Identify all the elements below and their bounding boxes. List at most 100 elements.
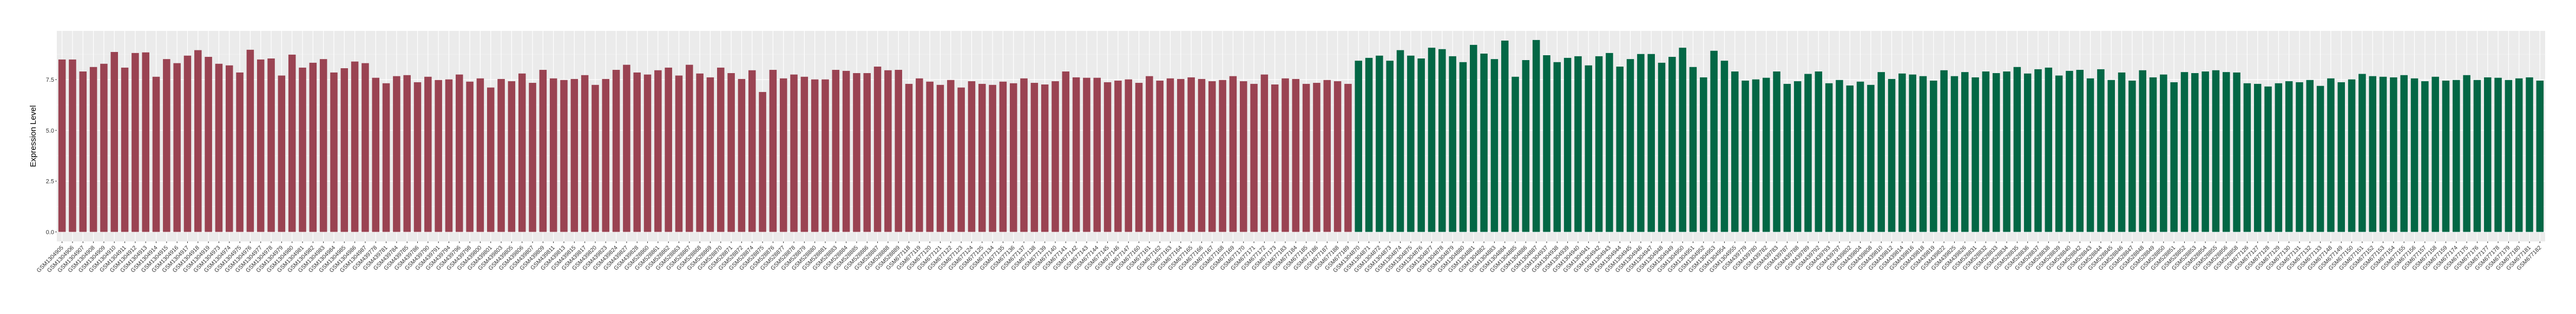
bar-GSM1304955 [1731, 71, 1739, 232]
bar-GSM1304982 [309, 62, 317, 232]
bar-GSM677132 [2306, 80, 2314, 232]
bar-GSM439818 [1919, 76, 1927, 232]
bar-GSM439788 [1793, 81, 1802, 232]
bar-GSM677187 [1323, 80, 1331, 232]
bar-GSM439827 [623, 64, 630, 232]
bar-GSM1304986 [351, 61, 359, 232]
bar-GSM528867 [686, 64, 693, 232]
bar-GSM439784 [393, 76, 400, 232]
bar-GSM677165 [1187, 77, 1195, 232]
bar-GSM677130 [2285, 81, 2293, 232]
bar-GSM677182 [2536, 80, 2544, 232]
bar-GSM439789 [1804, 74, 1812, 232]
bar-GSM677149 [2337, 82, 2345, 232]
bar-GSM677147 [1125, 79, 1132, 232]
bar-GSM677178 [2494, 77, 2502, 232]
bar-GSM677168 [1219, 80, 1226, 232]
bar-GSM677175 [2463, 75, 2470, 232]
bar-GSM1304907 [79, 71, 87, 232]
y-tick-label: 0.0 [46, 229, 54, 236]
bar-GSM439781 [382, 83, 390, 232]
bar-GSM439807 [529, 83, 536, 232]
bar-GSM528853 [2191, 73, 2199, 232]
bar-GSM677162 [1156, 80, 1164, 232]
bar-GSM677188 [1333, 81, 1342, 232]
bar-GSM677170 [1239, 81, 1247, 232]
bars [58, 40, 2544, 232]
bar-GSM1304879 [1449, 56, 1456, 232]
bar-GSM1304885 [1512, 76, 1519, 232]
bar-GSM677128 [2264, 86, 2272, 232]
bar-GSM528847 [2128, 80, 2136, 232]
bar-GSM528886 [863, 73, 871, 232]
bar-GSM439805 [508, 81, 516, 232]
bar-GSM677123 [957, 87, 965, 232]
bar-GSM528856 [2222, 72, 2230, 232]
bar-GSM439816 [1909, 74, 1916, 232]
bar-GSM677158 [2432, 76, 2439, 232]
bar-GSM677183 [1282, 78, 1289, 232]
bar-GSM1304981 [299, 67, 306, 232]
bar-GSM1304917 [183, 55, 192, 232]
bar-GSM677186 [1313, 83, 1320, 232]
bar-GSM528845 [2107, 80, 2115, 232]
bar-GSM677150 [2348, 79, 2356, 232]
bar-GSM1304873 [1386, 61, 1394, 232]
bar-GSM677131 [2296, 82, 2303, 232]
bar-GSM528839 [2055, 75, 2063, 232]
bar-GSM528836 [2023, 73, 2032, 232]
bar-GSM1304978 [267, 58, 275, 232]
bar-GSM439815 [570, 78, 579, 232]
bar-GSM677140 [1052, 81, 1059, 232]
bar-GSM528851 [2170, 82, 2178, 232]
bar-GSM439794 [445, 79, 453, 232]
bar-GSM677189 [1344, 83, 1352, 232]
bar-GSM439824 [612, 70, 620, 232]
bar-GSM1304871 [1365, 57, 1373, 232]
bar-GSM528884 [842, 70, 850, 232]
bar-GSM677127 [2253, 83, 2262, 232]
bar-GSM1304876 [1417, 58, 1425, 232]
bar-GSM1304954 [1720, 61, 1729, 232]
bar-GSM528854 [2202, 71, 2209, 232]
bar-GSM1304950 [1679, 48, 1686, 232]
bar-GSM1304910 [110, 52, 119, 232]
bar-GSM677163 [1166, 78, 1174, 232]
bar-GSM1304952 [1700, 77, 1707, 232]
bar-GSM1304912 [132, 53, 139, 232]
bar-GSM528848 [2139, 70, 2146, 232]
bar-GSM677180 [2515, 78, 2523, 232]
bar-GSM439819 [1930, 80, 1937, 232]
bar-GSM1304974 [226, 65, 233, 232]
bar-GSM677120 [926, 81, 934, 232]
bar-GSM1304951 [1689, 67, 1697, 232]
bar-GSM439828 [633, 72, 641, 232]
bar-GSM677172 [1260, 74, 1269, 232]
y-axis-title: Expression Level [29, 105, 38, 167]
bar-GSM1304975 [236, 72, 244, 232]
bar-GSM677137 [1020, 78, 1028, 232]
bar-GSM1304984 [330, 72, 338, 232]
bar-GSM439786 [413, 82, 422, 232]
bar-GSM1304882 [1480, 54, 1488, 232]
bar-GSM528831 [1972, 77, 1979, 232]
bar-GSM528858 [2233, 72, 2240, 232]
x-axis: GSM1304905GSM1304906GSM1304907GSM1304908… [35, 241, 2543, 274]
bar-GSM528834 [2003, 71, 2010, 232]
bar-GSM528875 [759, 91, 766, 232]
bar-GSM1304987 [362, 63, 369, 232]
bar-GSM677126 [2243, 83, 2251, 232]
bar-GSM528888 [884, 70, 892, 232]
bar-GSM1304976 [246, 49, 254, 232]
bar-GSM439820 [592, 84, 599, 232]
bar-GSM528874 [748, 70, 756, 232]
bar-GSM439817 [581, 75, 589, 232]
bar-GSM677176 [2473, 80, 2481, 232]
bar-GSM677159 [2442, 80, 2450, 232]
bar-GSM1304953 [1710, 50, 1718, 232]
bar-GSM677143 [1083, 77, 1090, 232]
bar-GSM528869 [706, 77, 714, 232]
bar-GSM1304916 [173, 63, 181, 232]
bar-GSM439785 [403, 75, 411, 232]
bar-GSM677135 [999, 81, 1007, 232]
